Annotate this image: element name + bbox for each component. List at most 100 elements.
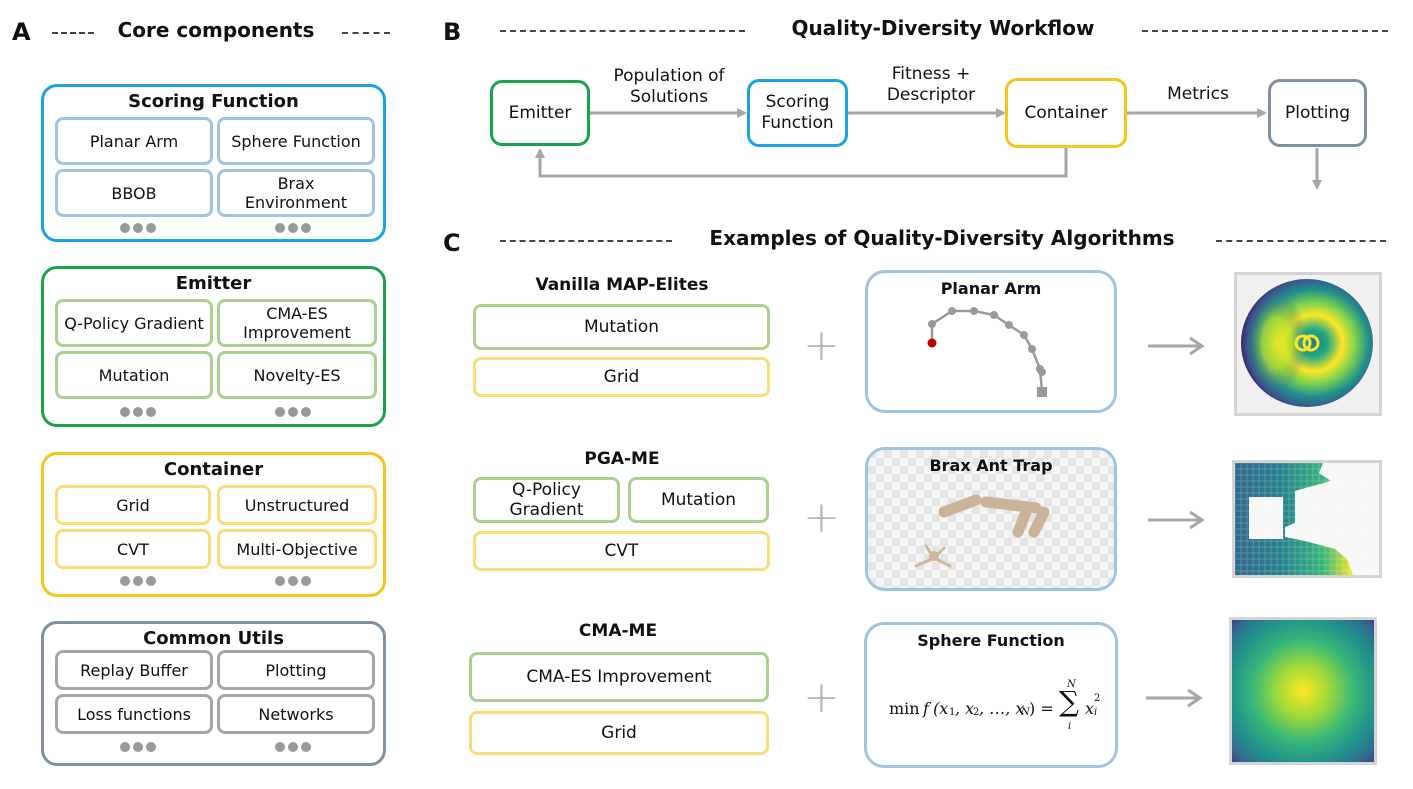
task-title: Sphere Function	[917, 631, 1065, 650]
ellipsis-icon	[120, 223, 156, 233]
dashed-rule	[1142, 30, 1388, 32]
item-unstructured: Unstructured	[217, 485, 377, 525]
group-title: Scoring Function	[128, 91, 299, 112]
formula-arg1: (x	[933, 699, 949, 718]
ellipsis-icon	[275, 407, 311, 417]
ellipsis-icon	[120, 742, 156, 752]
heatmap-icon	[1234, 272, 1382, 416]
plus-icon: +	[803, 492, 840, 543]
ellipsis-icon	[275, 576, 311, 586]
ant-trap-render	[868, 450, 1114, 588]
sphere-formula: min f (x 1 , x 2 , …, x N ) = N ∑ i x i …	[887, 679, 1103, 745]
algo-title: CMA-ME	[578, 621, 658, 641]
dashed-rule	[500, 30, 745, 32]
formula-term-sup: 2	[1094, 693, 1101, 704]
item-bbob: BBOB	[55, 169, 213, 217]
group-title: Common Utils	[143, 628, 284, 649]
panel-b-title: Quality-Diversity Workflow	[791, 16, 1095, 40]
group-common-utils: Common Utils Replay Buffer Plotting Loss…	[41, 621, 386, 766]
formula-sum: ∑	[1059, 685, 1079, 718]
panel-c-title: Examples of Quality-Diversity Algorithms	[709, 226, 1175, 250]
wf-emitter: Emitter	[490, 80, 590, 146]
item-loss-functions: Loss functions	[55, 694, 213, 734]
item-networks: Networks	[217, 694, 375, 734]
arrow-right-icon	[1148, 510, 1205, 530]
algo-component-container: Grid	[469, 711, 769, 755]
item-plotting: Plotting	[217, 650, 375, 690]
algo-component-emitter: CMA-ES Improvement	[469, 652, 769, 702]
task-planar-arm: Planar Arm	[865, 270, 1117, 413]
panel-a-title: Core components	[117, 18, 315, 42]
formula-f: f	[923, 699, 929, 718]
ellipsis-icon	[275, 223, 311, 233]
formula-sub1: 1	[949, 707, 956, 718]
edge-label-metrics: Metrics	[1167, 84, 1229, 104]
algo-component-container: Grid	[473, 357, 770, 397]
algo-title: PGA-ME	[584, 449, 660, 469]
item-planar-arm: Planar Arm	[55, 117, 213, 165]
item-sphere-function: Sphere Function	[217, 117, 375, 165]
task-title: Brax Ant Trap	[929, 456, 1053, 475]
dashed-rule	[500, 240, 672, 242]
formula-sum-bottom: i	[1068, 721, 1072, 732]
edge-label-population: Population of Solutions	[613, 66, 725, 107]
formula-argn: , …, x	[979, 699, 1025, 718]
result-ant-trap-heatmap	[1235, 463, 1379, 575]
plus-icon: +	[803, 320, 840, 371]
group-title: Container	[163, 459, 264, 480]
task-sphere-function: Sphere Function min f (x 1 , x 2 , …, x …	[864, 622, 1118, 768]
result-planar-arm-heatmap	[1237, 275, 1379, 413]
formula-arg2: , x	[955, 699, 975, 718]
algo-component-emitter: Mutation	[473, 304, 770, 350]
formula-sum-top: N	[1067, 679, 1076, 690]
formula-term: x	[1085, 699, 1095, 718]
group-emitter: Emitter Q-Policy Gradient CMA-ES Improve…	[41, 266, 386, 427]
algo-component-emitter: Mutation	[628, 477, 769, 523]
ellipsis-icon	[275, 742, 311, 752]
algo-title: Vanilla MAP-Elites	[535, 275, 709, 295]
item-brax-environment: Brax Environment	[217, 169, 375, 217]
item-cvt: CVT	[55, 529, 211, 569]
group-container: Container Grid Unstructured CVT Multi-Ob…	[41, 452, 386, 597]
item-q-policy-gradient: Q-Policy Gradient	[55, 299, 213, 347]
ellipsis-icon	[120, 407, 156, 417]
heatmap-icon	[1232, 460, 1382, 578]
formula-sub2: 2	[973, 707, 980, 718]
dashed-rule	[1216, 240, 1386, 242]
item-multi-objective: Multi-Objective	[217, 529, 377, 569]
formula-subn: N	[1021, 707, 1030, 718]
ellipsis-icon	[120, 576, 156, 586]
arrow-right-icon	[1148, 336, 1205, 356]
formula-term-sub: i	[1094, 707, 1098, 718]
formula-prefix: min	[889, 699, 920, 718]
arrow-right-icon	[1146, 688, 1203, 708]
group-scoring-function: Scoring Function Planar Arm Sphere Funct…	[41, 84, 386, 242]
panel-b-letter: B	[443, 18, 462, 46]
item-novelty-es: Novelty-ES	[217, 351, 377, 399]
formula-close: ) =	[1029, 699, 1054, 718]
algo-component-emitter: Q-Policy Gradient	[473, 477, 620, 523]
algo-component-container: CVT	[473, 531, 770, 571]
panel-a-letter: A	[12, 18, 31, 46]
item-replay-buffer: Replay Buffer	[55, 650, 213, 690]
dashed-rule	[342, 32, 390, 34]
dashed-rule	[52, 32, 94, 34]
heatmap-icon	[1229, 617, 1377, 765]
edge-label-fitness: Fitness + Descriptor	[886, 64, 976, 105]
task-brax-ant-trap: Brax Ant Trap	[865, 447, 1117, 591]
item-mutation: Mutation	[55, 351, 213, 399]
group-title: Emitter	[175, 273, 252, 294]
wf-plotting: Plotting	[1268, 79, 1367, 147]
feedback-arrow	[535, 148, 1068, 178]
plus-icon: +	[803, 672, 840, 723]
result-sphere-heatmap	[1232, 620, 1374, 762]
item-cma-es-improvement: CMA-ES Improvement	[217, 299, 377, 347]
planar-arm-diagram	[927, 307, 1047, 397]
panel-c-letter: C	[443, 229, 461, 257]
wf-container: Container	[1005, 78, 1127, 148]
wf-scoring-function: Scoring Function	[747, 79, 848, 147]
item-grid: Grid	[55, 485, 211, 525]
task-title: Planar Arm	[940, 279, 1042, 298]
